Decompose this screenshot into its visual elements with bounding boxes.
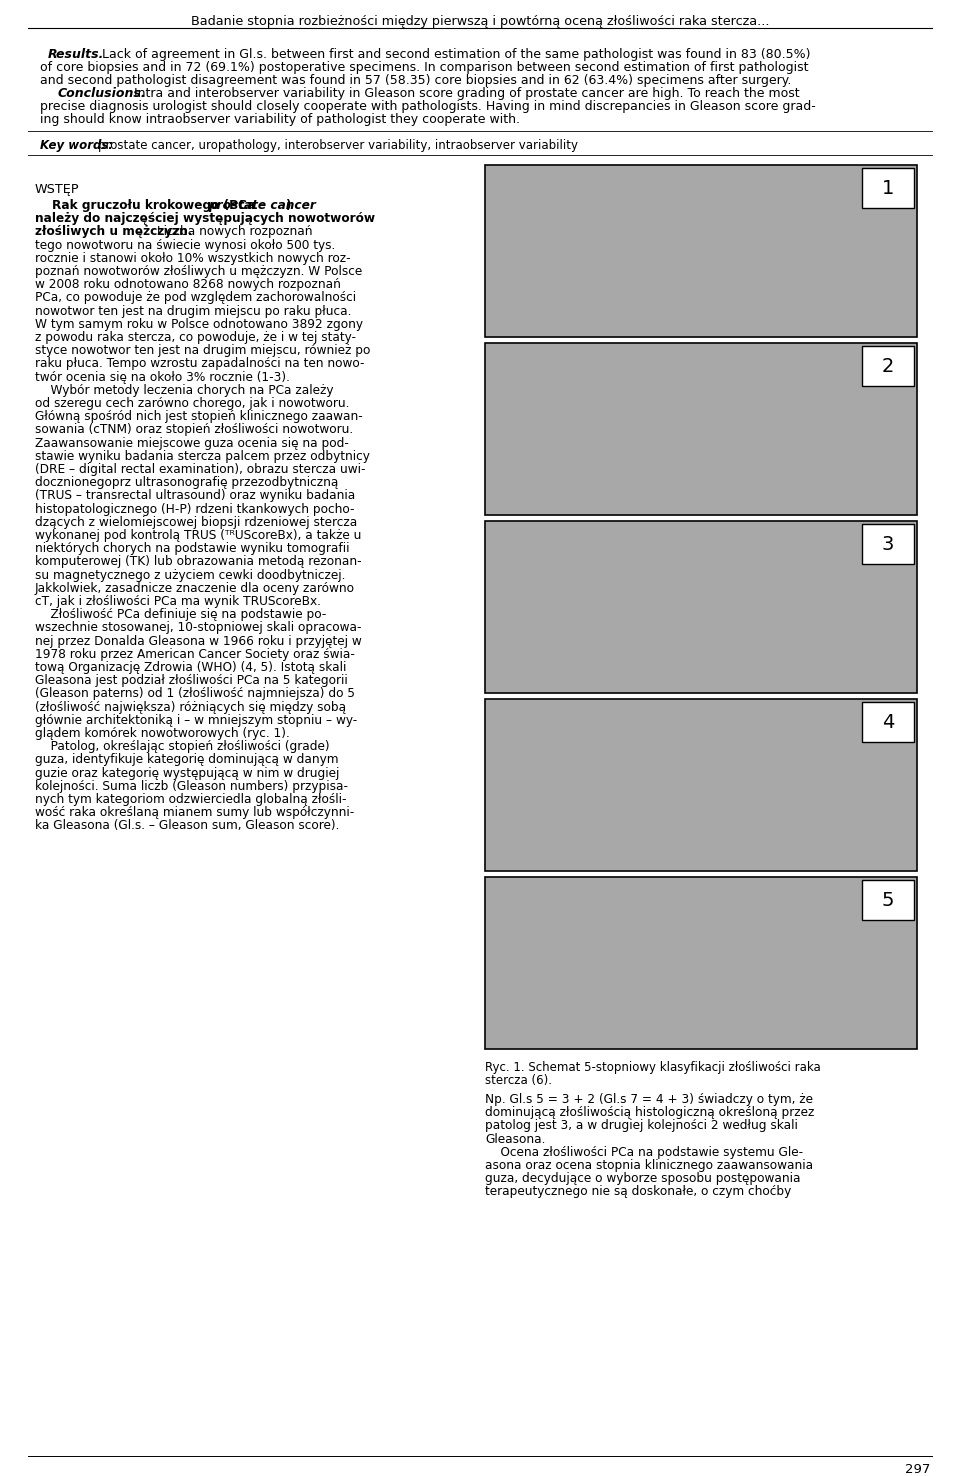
Text: guza, identyfikuje kategorię dominującą w danym: guza, identyfikuje kategorię dominującą … <box>35 753 339 766</box>
Text: raku płuca. Tempo wzrostu zapadalności na ten nowo-: raku płuca. Tempo wzrostu zapadalności n… <box>35 357 365 370</box>
Text: stercza (6).: stercza (6). <box>485 1075 552 1086</box>
Text: Badanie stopnia rozbieżności między pierwszą i powtórną oceną złośliwości raka s: Badanie stopnia rozbieżności między pier… <box>191 15 769 28</box>
Text: z powodu raka stercza, co powoduje, że i w tej staty-: z powodu raka stercza, co powoduje, że i… <box>35 331 356 344</box>
Text: Jakkolwiek, zasadnicze znaczenie dla oceny zarówno: Jakkolwiek, zasadnicze znaczenie dla oce… <box>35 582 355 595</box>
Text: Wybór metody leczenia chorych na PCa zależy: Wybór metody leczenia chorych na PCa zal… <box>35 384 333 397</box>
Text: Zaawansowanie miejscowe guza ocenia się na pod-: Zaawansowanie miejscowe guza ocenia się … <box>35 437 348 450</box>
Text: nych tym kategoriom odzwierciedla globalną złośli-: nych tym kategoriom odzwierciedla global… <box>35 793 347 806</box>
Text: Key words:: Key words: <box>40 139 117 152</box>
Text: wszechnie stosowanej, 10-stopniowej skali opracowa-: wszechnie stosowanej, 10-stopniowej skal… <box>35 621 362 635</box>
Text: Złośliwość PCa definiuje się na podstawie po-: Złośliwość PCa definiuje się na podstawi… <box>35 608 326 621</box>
Text: 2: 2 <box>882 357 894 375</box>
Text: docznionegoprz ultrasonografię przezodbytniczną: docznionegoprz ultrasonografię przezodby… <box>35 477 338 489</box>
Text: Ocena złośliwości PCa na podstawie systemu Gle-: Ocena złośliwości PCa na podstawie syste… <box>485 1145 804 1159</box>
Text: Np. Gl.s 5 = 3 + 2 (Gl.s 7 = 4 + 3) świadczy o tym, że: Np. Gl.s 5 = 3 + 2 (Gl.s 7 = 4 + 3) świa… <box>485 1094 813 1106</box>
Bar <box>486 165 916 337</box>
Bar <box>486 523 916 692</box>
Text: and second pathologist disagreement was found in 57 (58.35) core biopsies and in: and second pathologist disagreement was … <box>40 74 791 87</box>
Text: asona oraz ocena stopnia klinicznego zaawansowania: asona oraz ocena stopnia klinicznego zaa… <box>485 1159 813 1172</box>
Text: poznań nowotworów złośliwych u mężczyzn. W Polsce: poznań nowotworów złośliwych u mężczyzn.… <box>35 266 362 277</box>
Text: sowania (cTNM) oraz stopień złośliwości nowotworu.: sowania (cTNM) oraz stopień złośliwości … <box>35 424 353 437</box>
Text: w 2008 roku odnotowano 8268 nowych rozpoznań: w 2008 roku odnotowano 8268 nowych rozpo… <box>35 277 341 291</box>
Text: ): ) <box>285 199 290 213</box>
Text: tową Organizację Zdrowia (WHO) (4, 5). Istotą skali: tową Organizację Zdrowia (WHO) (4, 5). I… <box>35 661 347 675</box>
Text: Rak gruczołu krokowego (PCa –: Rak gruczołu krokowego (PCa – <box>35 199 270 213</box>
Text: złośliwych u mężczyzn.: złośliwych u mężczyzn. <box>35 226 192 239</box>
Text: ka Gleasona (Gl.s. – Gleason sum, Gleason score).: ka Gleasona (Gl.s. – Gleason sum, Gleaso… <box>35 819 340 832</box>
Text: stawie wyniku badania stercza palcem przez odbytnicy: stawie wyniku badania stercza palcem prz… <box>35 450 370 463</box>
Text: guza, decydujące o wyborze sposobu postępowania: guza, decydujące o wyborze sposobu postę… <box>485 1172 801 1185</box>
Text: 4: 4 <box>882 713 894 732</box>
Text: Patolog, określając stopień złośliwości (grade): Patolog, określając stopień złośliwości … <box>35 739 329 753</box>
Bar <box>485 877 917 1049</box>
Text: wykonanej pod kontrolą TRUS (ᵀᴿUScoreBx), a także u: wykonanej pod kontrolą TRUS (ᵀᴿUScoreBx)… <box>35 528 361 542</box>
Text: dzących z wielomiejscowej biopsji rdzeniowej stercza: dzących z wielomiejscowej biopsji rdzeni… <box>35 515 357 528</box>
Bar <box>485 700 917 871</box>
Bar <box>485 165 917 337</box>
Bar <box>862 880 914 920</box>
Bar <box>862 703 914 742</box>
Text: (Gleason paterns) od 1 (złośliwość najmniejsza) do 5: (Gleason paterns) od 1 (złośliwość najmn… <box>35 688 355 701</box>
Text: Lack of agreement in Gl.s. between first and second estimation of the same patho: Lack of agreement in Gl.s. between first… <box>98 49 810 61</box>
Text: niektórych chorych na podstawie wyniku tomografii: niektórych chorych na podstawie wyniku t… <box>35 542 349 555</box>
Text: precise diagnosis urologist should closely cooperate with pathologists. Having i: precise diagnosis urologist should close… <box>40 100 816 114</box>
Text: 3: 3 <box>882 534 894 554</box>
Bar <box>862 168 914 208</box>
Bar <box>486 700 916 869</box>
Text: Ryc. 1. Schemat 5-stopniowy klasyfikacji złośliwości raka: Ryc. 1. Schemat 5-stopniowy klasyfikacji… <box>485 1061 821 1075</box>
Text: nej przez Donalda Gleasona w 1966 roku i przyjętej w: nej przez Donalda Gleasona w 1966 roku i… <box>35 635 362 648</box>
Bar <box>862 524 914 564</box>
Text: WSTĘP: WSTĘP <box>35 183 80 196</box>
Text: styce nowotwor ten jest na drugim miejscu, również po: styce nowotwor ten jest na drugim miejsc… <box>35 344 371 357</box>
Bar <box>485 342 917 515</box>
Text: prostate cancer: prostate cancer <box>208 199 316 213</box>
Text: głównie architektoniką i – w mniejszym stopniu – wy-: głównie architektoniką i – w mniejszym s… <box>35 714 357 726</box>
Text: terapeutycznego nie są doskonałe, o czym choćby: terapeutycznego nie są doskonałe, o czym… <box>485 1185 791 1199</box>
Text: ing should know intraobserver variability of pathologist they cooperate with.: ing should know intraobserver variabilit… <box>40 114 520 125</box>
Bar <box>486 344 916 514</box>
Text: PCa, co powoduje że pod względem zachorowalności: PCa, co powoduje że pod względem zachoro… <box>35 291 356 304</box>
Text: dominującą złośliwością histologiczną określoną przez: dominującą złośliwością histologiczną ok… <box>485 1106 814 1119</box>
Bar <box>862 345 914 387</box>
Text: wość raka określaną mianem sumy lub współczynni-: wość raka określaną mianem sumy lub wspó… <box>35 806 354 819</box>
Text: od szeregu cech zarówno chorego, jak i nowotworu.: od szeregu cech zarówno chorego, jak i n… <box>35 397 349 410</box>
Text: rocznie i stanowi około 10% wszystkich nowych roz-: rocznie i stanowi około 10% wszystkich n… <box>35 252 350 264</box>
Text: Liczba nowych rozpoznań: Liczba nowych rozpoznań <box>153 226 312 239</box>
Text: of core biopsies and in 72 (69.1%) postoperative specimens. In comparison betwee: of core biopsies and in 72 (69.1%) posto… <box>40 61 808 74</box>
Text: Conclusions.: Conclusions. <box>58 87 147 100</box>
Text: 1978 roku przez American Cancer Society oraz świa-: 1978 roku przez American Cancer Society … <box>35 648 355 661</box>
Text: glądem komórek nowotworowych (ryc. 1).: glądem komórek nowotworowych (ryc. 1). <box>35 728 290 739</box>
Text: su magnetycznego z użyciem cewki doodbytniczej.: su magnetycznego z użyciem cewki doodbyt… <box>35 568 346 582</box>
Text: Gleasona.: Gleasona. <box>485 1132 545 1145</box>
Text: Główną spośród nich jest stopień klinicznego zaawan-: Główną spośród nich jest stopień klinicz… <box>35 410 363 424</box>
Text: 1: 1 <box>882 179 894 198</box>
Text: (TRUS – transrectal ultrasound) oraz wyniku badania: (TRUS – transrectal ultrasound) oraz wyn… <box>35 490 355 502</box>
Text: Results.: Results. <box>48 49 105 61</box>
Text: kolejności. Suma liczb (Gleason numbers) przypisа-: kolejności. Suma liczb (Gleason numbers)… <box>35 779 348 793</box>
Text: Gleasona jest podział złośliwości PCa na 5 kategorii: Gleasona jest podział złośliwości PCa na… <box>35 675 348 688</box>
Text: należy do najczęściej występujących nowotworów: należy do najczęściej występujących nowo… <box>35 213 375 226</box>
Text: nowotwor ten jest na drugim miejscu po raku płuca.: nowotwor ten jest na drugim miejscu po r… <box>35 304 351 317</box>
Text: Intra and interobserver variability in Gleason score grading of prostate cancer : Intra and interobserver variability in G… <box>130 87 800 100</box>
Text: cT, jak i złośliwości PCa ma wynik TRUScoreBx.: cT, jak i złośliwości PCa ma wynik TRUSc… <box>35 595 321 608</box>
Text: patolog jest 3, a w drugiej kolejności 2 według skali: patolog jest 3, a w drugiej kolejności 2… <box>485 1119 798 1132</box>
Text: 5: 5 <box>881 890 895 909</box>
Text: komputerowej (TK) lub obrazowania metodą rezonan-: komputerowej (TK) lub obrazowania metodą… <box>35 555 362 568</box>
Text: 297: 297 <box>904 1463 930 1476</box>
Text: twór ocenia się na około 3% rocznie (1-3).: twór ocenia się na około 3% rocznie (1-3… <box>35 370 290 384</box>
Bar <box>485 521 917 694</box>
Text: prostate cancer, uropathology, interobserver variability, intraobserver variabil: prostate cancer, uropathology, interobse… <box>98 139 578 152</box>
Text: histopatologicznego (H-P) rdzeni tkankowych pocho-: histopatologicznego (H-P) rdzeni tkankow… <box>35 503 354 515</box>
Text: tego nowotworu na świecie wynosi około 500 tys.: tego nowotworu na świecie wynosi około 5… <box>35 239 335 251</box>
Text: W tym samym roku w Polsce odnotowano 3892 zgony: W tym samym roku w Polsce odnotowano 389… <box>35 317 363 331</box>
Text: (złośliwość największa) różniących się między sobą: (złośliwość największa) różniących się m… <box>35 701 347 713</box>
Text: guzie oraz kategorię występującą w nim w drugiej: guzie oraz kategorię występującą w nim w… <box>35 766 340 779</box>
Bar <box>486 878 916 1048</box>
Text: (DRE – digital rectal examination), obrazu stercza uwi-: (DRE – digital rectal examination), obra… <box>35 463 366 475</box>
